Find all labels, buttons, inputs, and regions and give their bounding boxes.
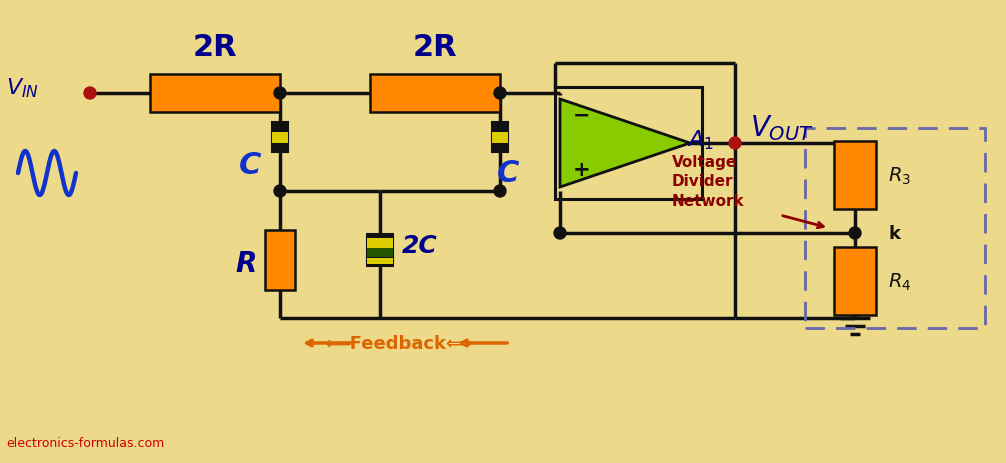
Bar bbox=[367, 238, 393, 248]
Polygon shape bbox=[560, 100, 690, 188]
Circle shape bbox=[274, 186, 286, 198]
Bar bbox=[492, 132, 508, 143]
Bar bbox=[492, 123, 508, 153]
Text: R: R bbox=[235, 250, 257, 278]
Bar bbox=[367, 248, 393, 257]
Bar bbox=[272, 132, 288, 143]
Circle shape bbox=[494, 186, 506, 198]
Text: $V_{OUT}$: $V_{OUT}$ bbox=[750, 113, 814, 143]
Text: 2C: 2C bbox=[402, 234, 438, 258]
Circle shape bbox=[554, 227, 566, 239]
Circle shape bbox=[849, 227, 861, 239]
Circle shape bbox=[83, 88, 96, 100]
Bar bbox=[370, 75, 500, 113]
Circle shape bbox=[729, 138, 741, 150]
Bar bbox=[834, 247, 876, 315]
Text: 2R: 2R bbox=[193, 33, 237, 62]
Text: $A_1$: $A_1$ bbox=[687, 128, 713, 151]
Text: C: C bbox=[497, 158, 519, 187]
Circle shape bbox=[494, 88, 506, 100]
Bar bbox=[272, 123, 288, 153]
Text: $V_{IN}$: $V_{IN}$ bbox=[6, 76, 39, 100]
Bar bbox=[367, 234, 393, 266]
Text: ⟸Feedback⟸: ⟸Feedback⟸ bbox=[324, 334, 472, 352]
Text: Voltage
Divider
Network: Voltage Divider Network bbox=[672, 155, 744, 208]
Circle shape bbox=[274, 88, 286, 100]
Text: 2R: 2R bbox=[412, 33, 458, 62]
Text: +: + bbox=[573, 160, 591, 180]
Bar bbox=[367, 258, 393, 264]
Text: electronics-formulas.com: electronics-formulas.com bbox=[6, 436, 164, 449]
Bar bbox=[555, 88, 702, 200]
Text: $R_4$: $R_4$ bbox=[888, 271, 911, 292]
Bar bbox=[834, 142, 876, 210]
Text: k: k bbox=[888, 225, 900, 243]
Text: $R_3$: $R_3$ bbox=[888, 165, 911, 186]
Text: C: C bbox=[238, 151, 262, 180]
Bar bbox=[150, 75, 280, 113]
Text: −: − bbox=[573, 106, 591, 126]
Bar bbox=[265, 230, 295, 290]
